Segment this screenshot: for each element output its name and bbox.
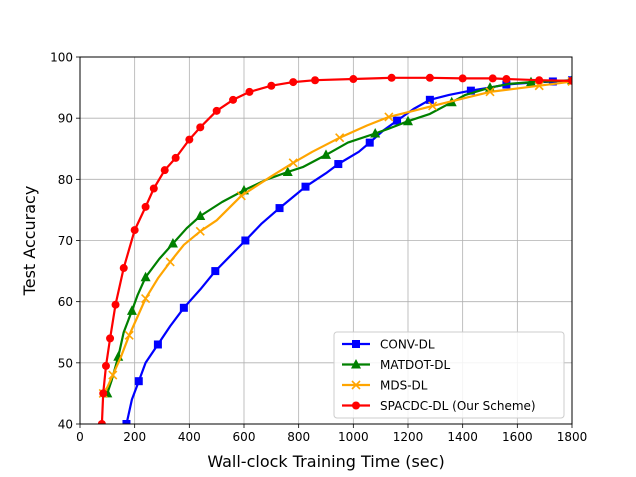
x-tick-label: 1800: [557, 430, 588, 444]
data-point: [124, 330, 134, 340]
data-point: [99, 389, 108, 398]
legend-box: [333, 331, 565, 419]
data-point: [167, 238, 178, 248]
data-point: [568, 76, 572, 85]
series-spacdc-dl-our-scheme: [97, 73, 572, 424]
y-tick-label: 90: [58, 112, 73, 126]
axis-ticks: 0 200 400 600 800 1000 1200 1400 1600 1800 40 50 60 7…: [50, 51, 587, 445]
data-point: [387, 73, 396, 82]
data-point: [403, 115, 413, 126]
data-point: [245, 87, 254, 96]
legend-item: SPACDC-DL (Our Scheme): [342, 399, 536, 413]
data-point: [122, 420, 131, 424]
data-point: [526, 76, 536, 87]
legend-item: MDS-DL: [342, 379, 428, 393]
data-point: [236, 191, 246, 201]
data-point: [111, 300, 120, 309]
legend-item: MATDOT-DL: [342, 358, 450, 372]
x-axis-title: Wall-clock Training Time (sec): [207, 452, 444, 471]
legend-item: CONV-DL: [342, 338, 435, 352]
data-point: [160, 166, 169, 175]
data-point: [126, 305, 137, 315]
data-point: [370, 127, 381, 138]
legend-label: SPACDC-DL (Our Scheme): [380, 399, 536, 413]
series-line: [102, 80, 572, 395]
data-point: [428, 101, 438, 111]
data-point: [275, 204, 284, 213]
legend-marker: [352, 401, 360, 410]
data-point: [384, 112, 394, 122]
data-point: [229, 95, 238, 104]
x-tick-label: 800: [287, 430, 310, 444]
y-tick-label: 100: [50, 51, 73, 65]
data-point: [149, 184, 158, 193]
data-point: [425, 95, 434, 104]
data-point: [535, 76, 544, 85]
y-tick-label: 80: [58, 173, 73, 187]
legend: CONV-DL MATDOT-DL MDS-DL SPACDC-DL (Our Sch…: [333, 331, 565, 419]
series-matdot-dl: [102, 74, 572, 398]
series-layer: [97, 73, 572, 424]
data-point: [196, 123, 205, 132]
x-tick-label: 600: [233, 430, 256, 444]
data-point: [425, 73, 434, 82]
data-point: [179, 303, 188, 312]
data-point: [321, 149, 331, 159]
data-point: [365, 138, 374, 147]
legend-label: MATDOT-DL: [380, 358, 450, 372]
y-tick-label: 60: [58, 295, 73, 309]
data-point: [101, 361, 110, 370]
data-point: [289, 78, 298, 87]
data-point: [153, 340, 162, 349]
data-point: [288, 158, 298, 168]
data-point: [301, 182, 310, 191]
data-point: [108, 370, 118, 380]
data-point: [119, 264, 128, 273]
data-point: [106, 334, 115, 343]
data-point: [195, 210, 206, 221]
y-tick-label: 50: [58, 356, 73, 370]
legend-label: CONV-DL: [380, 338, 435, 352]
x-tick-label: 400: [178, 430, 201, 444]
data-point: [267, 81, 276, 90]
data-point: [212, 106, 221, 115]
data-point: [211, 267, 220, 276]
legend-marker: [351, 359, 361, 369]
data-point: [335, 133, 345, 143]
data-point: [488, 74, 497, 83]
data-point: [466, 86, 475, 95]
x-tick-label: 0: [76, 430, 84, 444]
data-point: [171, 153, 180, 162]
y-axis-title: Test Accuracy: [20, 186, 39, 297]
legend-marker: [352, 340, 360, 348]
data-point: [130, 226, 139, 235]
legend-label: MDS-DL: [380, 379, 428, 393]
x-tick-label: 1600: [502, 430, 533, 444]
data-point: [311, 76, 320, 85]
data-point: [97, 420, 106, 424]
data-point: [349, 75, 358, 84]
data-point: [134, 377, 143, 386]
data-point: [458, 74, 467, 83]
y-tick-label: 40: [58, 418, 73, 432]
x-tick-label: 1400: [447, 430, 478, 444]
x-tick-label: 1200: [393, 430, 424, 444]
data-point: [141, 294, 151, 304]
data-point: [165, 257, 175, 267]
data-point: [185, 135, 194, 144]
data-point: [141, 202, 150, 211]
data-point: [282, 166, 293, 176]
data-point: [393, 116, 402, 125]
data-point: [502, 75, 511, 84]
data-point: [241, 236, 250, 245]
x-tick-label: 200: [123, 430, 146, 444]
data-point: [334, 160, 343, 169]
data-point: [195, 226, 205, 236]
data-point: [485, 87, 495, 97]
x-tick-label: 1000: [338, 430, 369, 444]
y-tick-label: 70: [58, 234, 73, 248]
legend-marker: [351, 380, 361, 390]
data-point: [140, 271, 151, 282]
